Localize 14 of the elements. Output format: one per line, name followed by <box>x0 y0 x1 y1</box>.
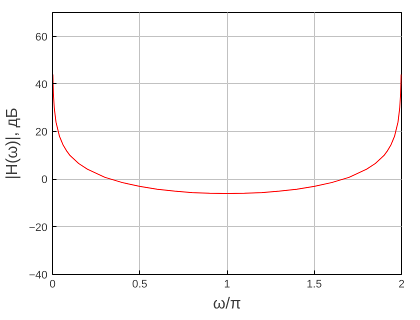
y-axis-title: |H(ω)|, дБ <box>4 108 21 180</box>
x-tick-label: 1.5 <box>306 278 322 290</box>
line-series <box>52 74 402 194</box>
y-tick-label: −20 <box>28 222 48 234</box>
x-tick-label: 2 <box>398 278 405 290</box>
y-tick-label: 20 <box>35 126 48 139</box>
y-tick-label: 40 <box>35 78 48 91</box>
y-tick-label: 60 <box>35 31 48 44</box>
x-tick-label: 0.5 <box>132 278 148 290</box>
x-axis-title: ω/π <box>213 296 241 312</box>
y-tick-label: −40 <box>28 270 48 282</box>
x-tick-label: 0 <box>49 278 56 290</box>
y-tick-label: 0 <box>41 174 48 186</box>
x-tick-label: 1 <box>224 278 230 290</box>
